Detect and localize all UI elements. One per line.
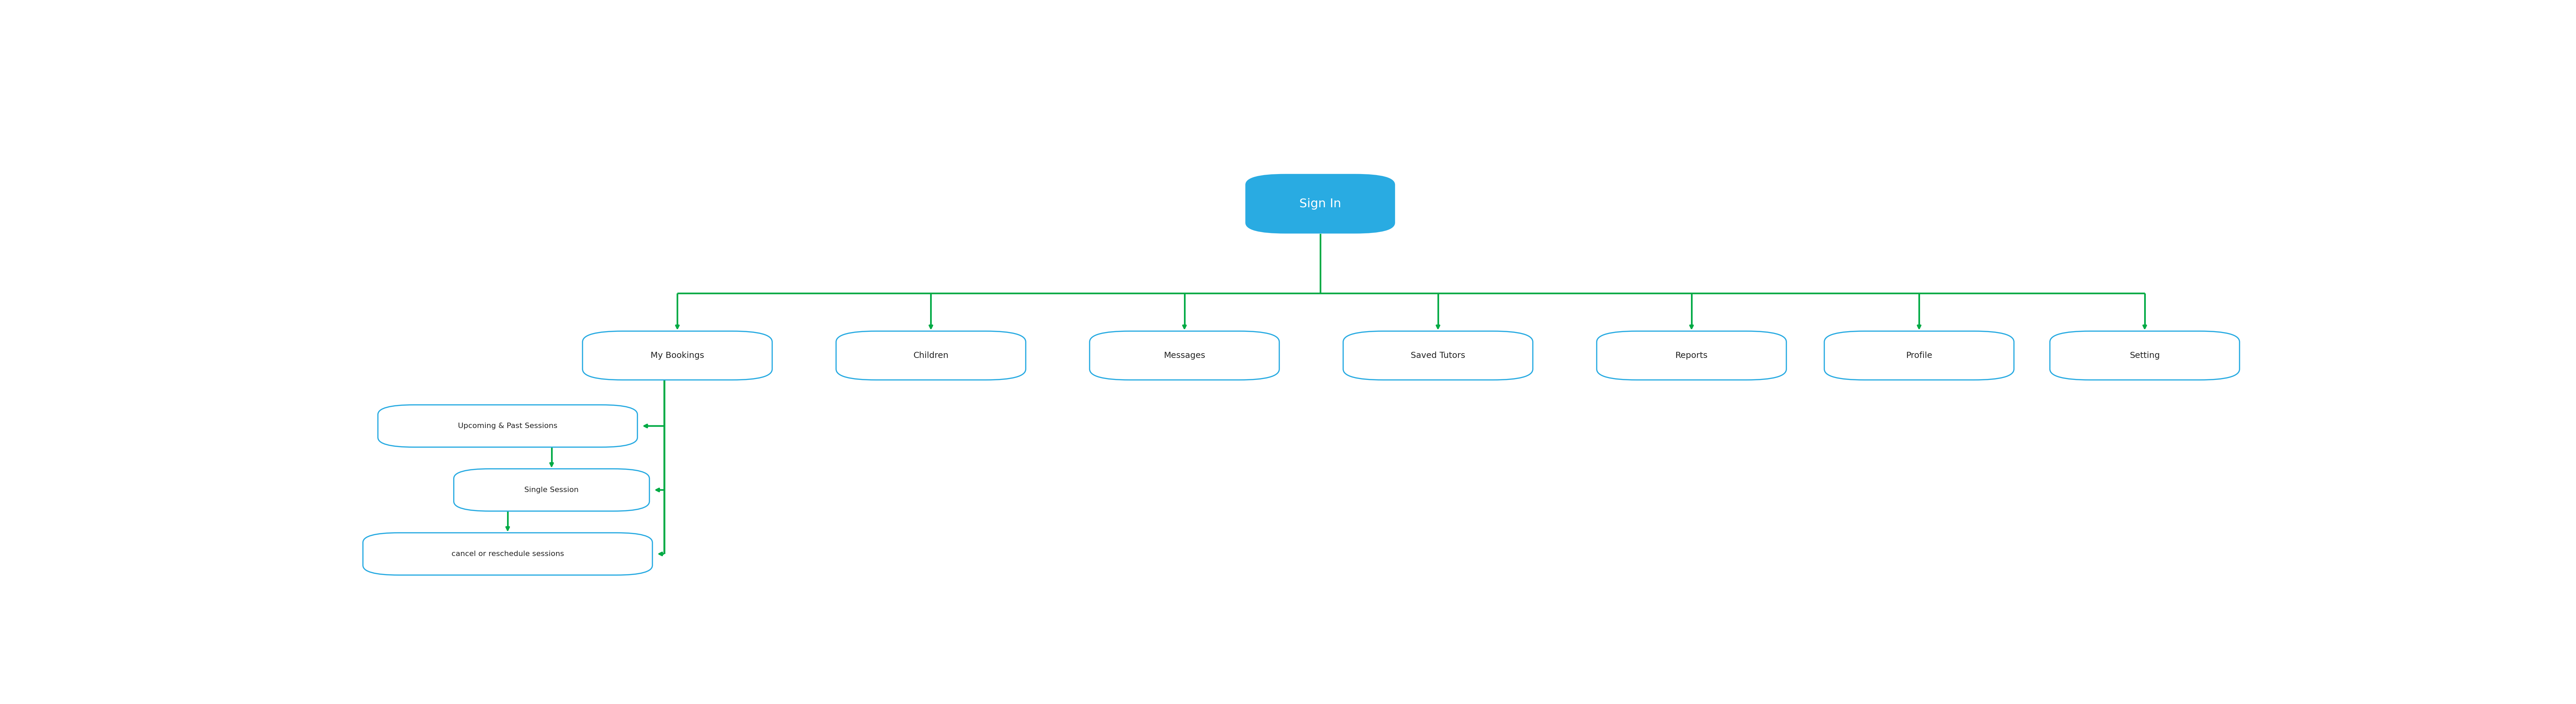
FancyBboxPatch shape <box>837 331 1025 380</box>
Text: Profile: Profile <box>1906 351 1932 360</box>
Text: Upcoming & Past Sessions: Upcoming & Past Sessions <box>459 422 556 429</box>
Text: Saved Tutors: Saved Tutors <box>1412 351 1466 360</box>
FancyBboxPatch shape <box>1244 174 1396 234</box>
FancyBboxPatch shape <box>379 405 636 447</box>
FancyBboxPatch shape <box>363 533 652 575</box>
FancyBboxPatch shape <box>453 469 649 511</box>
Text: Single Session: Single Session <box>526 486 580 494</box>
FancyBboxPatch shape <box>1824 331 2014 380</box>
Text: Children: Children <box>914 351 948 360</box>
Text: Messages: Messages <box>1164 351 1206 360</box>
Text: Reports: Reports <box>1674 351 1708 360</box>
Text: Setting: Setting <box>2130 351 2159 360</box>
FancyBboxPatch shape <box>1597 331 1785 380</box>
FancyBboxPatch shape <box>582 331 773 380</box>
FancyBboxPatch shape <box>1342 331 1533 380</box>
Text: cancel or reschedule sessions: cancel or reschedule sessions <box>451 551 564 558</box>
FancyBboxPatch shape <box>2050 331 2239 380</box>
Text: Sign In: Sign In <box>1298 198 1342 210</box>
Text: My Bookings: My Bookings <box>652 351 703 360</box>
FancyBboxPatch shape <box>1090 331 1280 380</box>
